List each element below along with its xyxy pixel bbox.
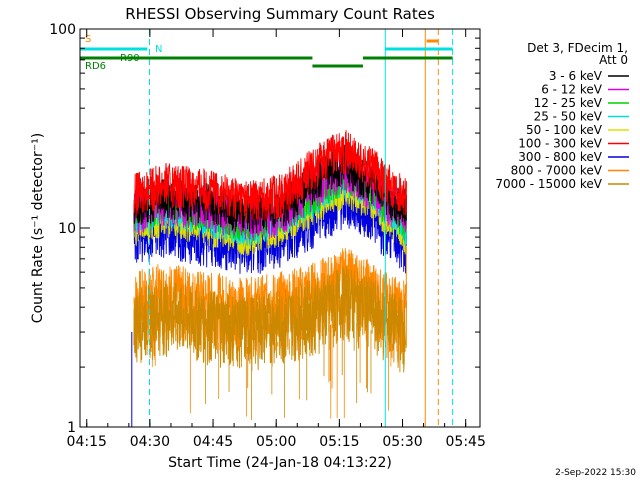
legend-label: 7000 - 15000 keV xyxy=(495,177,602,191)
legend-label: 25 - 50 keV xyxy=(534,110,603,124)
legend-label: 800 - 7000 keV xyxy=(511,164,603,178)
y-tick-label: 100 xyxy=(49,22,76,38)
axis-ticks: 04:15 04:30 04:45 05:00 05:15 05:30 05:45 1 10 10… xyxy=(49,22,486,450)
legend-header-2: Att 0 xyxy=(599,53,628,67)
flag-label-rd: RD6 xyxy=(85,61,106,72)
legend-label: 3 - 6 keV xyxy=(549,69,603,83)
legend-label: 100 - 300 keV xyxy=(518,137,602,151)
x-tick-label: 05:00 xyxy=(256,434,296,450)
legend-label: 300 - 800 keV xyxy=(518,150,602,164)
x-tick-label: 05:15 xyxy=(319,434,359,450)
data-layer xyxy=(131,130,407,427)
x-tick-label: 04:45 xyxy=(193,434,233,450)
x-tick-label: 05:45 xyxy=(446,434,486,450)
y-tick-label: 1 xyxy=(67,420,76,436)
flag-label-saa: S xyxy=(85,34,91,45)
y-axis-label: Count Rate (s⁻¹ detector⁻¹) xyxy=(30,133,46,323)
x-tick-label: 04:30 xyxy=(130,434,170,450)
flag-label-night: N xyxy=(155,44,162,55)
footer-date: 2-Sep-2022 15:30 xyxy=(555,468,636,478)
legend-label: 50 - 100 keV xyxy=(526,123,603,137)
x-axis-label: Start Time (24-Jan-18 04:13:22) xyxy=(168,455,392,471)
legend-label: 6 - 12 keV xyxy=(541,83,603,97)
series-trace-7000-15000keV xyxy=(133,265,407,373)
chart-title: RHESSI Observing Summary Count Rates xyxy=(125,5,435,23)
legend-header-1: Det 3, FDecim 1, xyxy=(527,41,628,55)
y-tick-label: 10 xyxy=(58,221,76,237)
x-tick-label: 04:15 xyxy=(67,434,107,450)
legend-label: 12 - 25 keV xyxy=(534,96,603,110)
series-trace-100-300keV xyxy=(133,130,407,223)
x-tick-label: 05:30 xyxy=(382,434,422,450)
flag-label-rate: R90 xyxy=(120,53,140,64)
